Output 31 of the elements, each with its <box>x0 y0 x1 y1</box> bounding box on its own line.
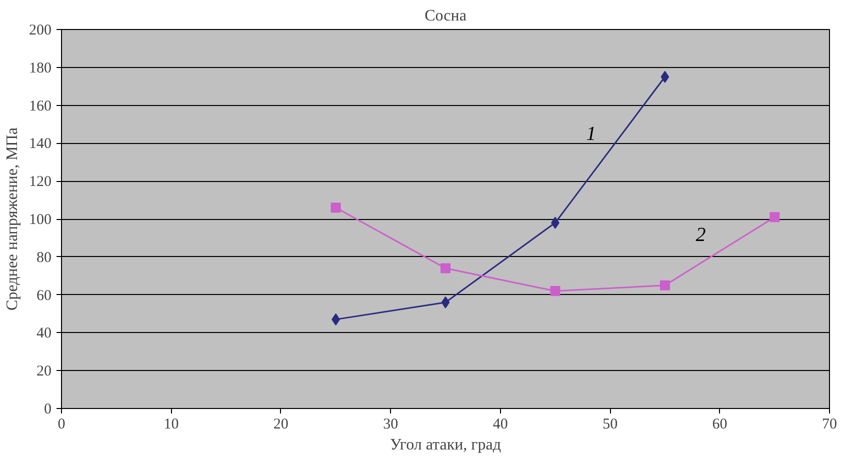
y-tick-label: 200 <box>29 22 52 38</box>
point <box>660 70 670 83</box>
x-tick-label: 50 <box>602 416 618 432</box>
point <box>550 286 560 296</box>
y-tick-label: 40 <box>36 326 52 342</box>
y-tick-label: 100 <box>29 212 52 228</box>
x-tick-label: 70 <box>822 416 837 432</box>
point <box>770 212 780 222</box>
y-tick-label: 60 <box>36 288 52 304</box>
series-label: 1 <box>586 122 596 145</box>
point <box>440 263 450 274</box>
x-tick-label: 30 <box>383 416 398 432</box>
x-tick-label: 20 <box>273 416 288 432</box>
series-label: 2 <box>696 224 706 246</box>
y-axis-title: Среднее напряжение, МПа <box>4 128 21 310</box>
x-tick-label: 10 <box>164 416 179 432</box>
y-tick-label: 160 <box>29 98 52 114</box>
point <box>660 280 670 290</box>
x-tick-label: 0 <box>58 416 66 432</box>
x-tick-label: 60 <box>712 416 728 432</box>
x-tick-label: 40 <box>492 416 508 432</box>
y-tick-label: 180 <box>29 60 52 76</box>
y-tick-label: 20 <box>36 364 52 380</box>
point <box>330 202 341 213</box>
y-tick-label: 140 <box>29 136 52 152</box>
chart-title: Сосна <box>424 8 466 24</box>
y-tick-label: 0 <box>44 402 52 418</box>
y-tick-label: 80 <box>36 250 52 266</box>
y-tick-label: 120 <box>29 174 52 190</box>
point <box>441 296 450 308</box>
x-axis-title: Угол атаки, град <box>390 436 501 454</box>
